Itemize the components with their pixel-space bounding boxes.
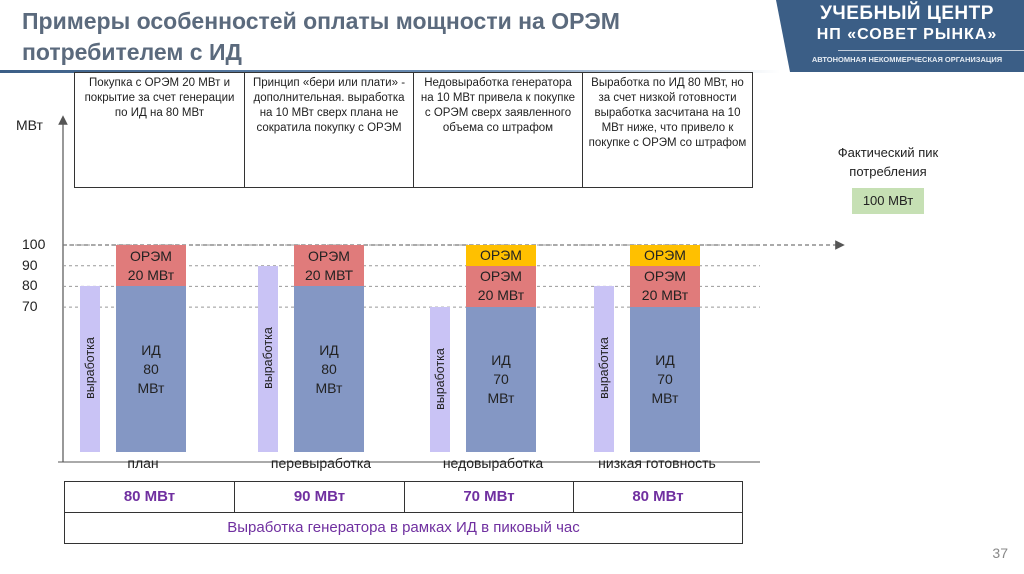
- id-segment-label: ИД 70 МВт: [651, 352, 679, 407]
- id-segment: [116, 286, 186, 452]
- brand-line-2: НП «СОВЕТ РЫНКА»: [816, 26, 998, 43]
- orem-segment: [466, 265, 536, 308]
- id-segment-label: ИД 80 МВт: [137, 341, 165, 396]
- brand-line-1: УЧЕБНЫЙ ЦЕНТР: [820, 3, 994, 24]
- id-segment: [630, 307, 700, 452]
- orem-segment: [294, 245, 364, 287]
- bottom-value-cell: 70 МВт: [404, 481, 574, 513]
- generation-bar: [258, 265, 278, 452]
- category-label: план: [127, 455, 159, 471]
- title-line-2: потребителем с ИД: [22, 39, 242, 65]
- y-tick-label: 90: [22, 256, 38, 273]
- bottom-value-cell: 90 МВт: [234, 481, 405, 513]
- description-cell: Выработка по ИД 80 МВт, но за счет низко…: [582, 72, 753, 188]
- orem-segment: [630, 265, 700, 308]
- penalty-segment: [466, 245, 536, 266]
- generation-bar-label: выработка: [83, 337, 97, 400]
- y-tick-label: 70: [22, 298, 38, 315]
- brand-logo: УЧЕБНЫЙ ЦЕНТР НП «СОВЕТ РЫНКА» АВТОНОМНА…: [790, 0, 1024, 72]
- category-label: перевыработка: [270, 455, 372, 471]
- generation-bar-label: выработка: [433, 347, 447, 410]
- penalty-segment-label: ОРЭМ: [480, 246, 522, 263]
- brand-divider: [838, 50, 1024, 51]
- generation-bar-label: выработка: [261, 326, 275, 389]
- id-segment-label: ИД 70 МВт: [487, 352, 515, 407]
- y-tick-label: 80: [22, 277, 38, 294]
- bottom-value-cell: 80 МВт: [573, 481, 743, 513]
- description-cell: Принцип «бери или плати» - дополнительна…: [244, 72, 414, 188]
- bottom-value-cell: 80 МВт: [64, 481, 235, 513]
- generation-bar: [80, 286, 100, 452]
- id-segment: [294, 286, 364, 452]
- brand-notch: [776, 0, 790, 72]
- bottom-caption: Выработка генератора в рамках ИД в пиков…: [64, 512, 743, 544]
- penalty-segment: [630, 245, 700, 266]
- orem-segment-label: ОРЭМ 20 МВт: [127, 247, 175, 283]
- page-title: Примеры особенностей оплаты мощности на …: [22, 6, 742, 68]
- orem-segment: [116, 245, 186, 287]
- penalty-segment-label: ОРЭМ: [644, 246, 686, 263]
- peak-value-box: 100 МВт: [852, 188, 924, 214]
- description-cell: Покупка с ОРЭМ 20 МВт и покрытие за счет…: [74, 72, 245, 188]
- generation-bar-label: выработка: [597, 337, 611, 400]
- generation-bar: [430, 307, 450, 452]
- orem-segment-label: ОРЭМ 20 МВт: [641, 268, 689, 304]
- title-underline: [0, 70, 780, 73]
- category-label: недовыработка: [442, 455, 544, 471]
- y-tick-label: 100: [22, 236, 46, 252]
- y-axis-label: МВт: [16, 117, 43, 133]
- title-line-1: Примеры особенностей оплаты мощности на …: [22, 8, 620, 34]
- generation-bar: [594, 286, 614, 452]
- page-number: 37: [992, 545, 1008, 561]
- peak-consumption-label: Фактический пик потребления: [837, 145, 939, 179]
- orem-segment-label: ОРЭМ 20 МВТ: [304, 247, 354, 283]
- orem-segment-label: ОРЭМ 20 МВт: [477, 268, 525, 304]
- id-segment-label: ИД 80 МВт: [315, 341, 343, 396]
- category-label: низкая готовность: [598, 455, 716, 471]
- brand-line-3: АВТОНОМНАЯ НЕКОММЕРЧЕСКАЯ ОРГАНИЗАЦИЯ: [811, 55, 1003, 64]
- id-segment: [466, 307, 536, 452]
